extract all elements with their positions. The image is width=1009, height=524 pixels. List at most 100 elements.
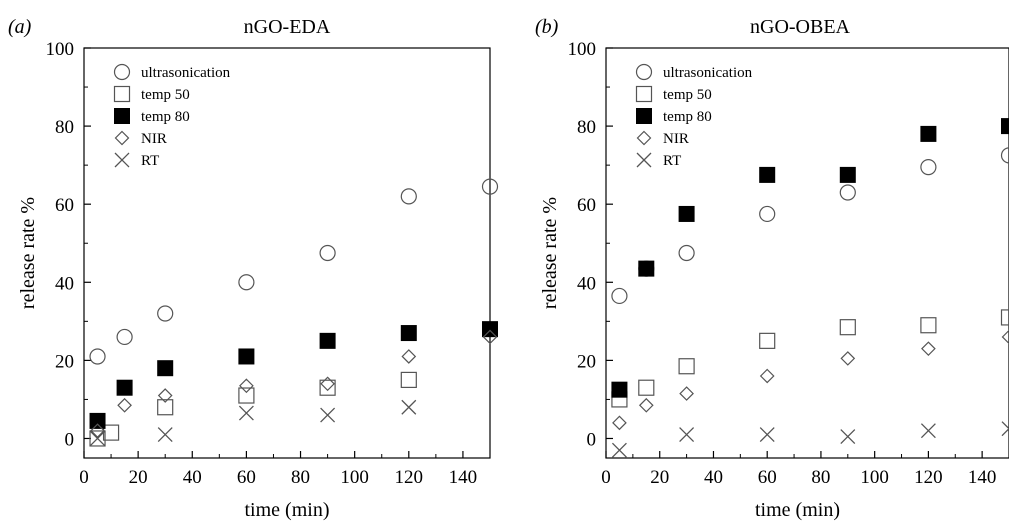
x-tick-label: 60	[758, 467, 777, 488]
point-temp-80	[116, 379, 133, 396]
legend-marker-temp-80	[114, 108, 130, 124]
point-RT	[320, 407, 336, 423]
point-temp-80	[400, 325, 417, 342]
legend-label: RT	[141, 153, 159, 169]
point-NIR	[759, 368, 775, 384]
point-NIR	[117, 397, 132, 413]
x-tick-label: 60	[237, 467, 256, 488]
point-ultrasonication	[920, 158, 937, 176]
point-temp-80	[839, 166, 856, 183]
point-NIR	[612, 415, 627, 431]
point-NIR	[638, 397, 654, 413]
y-tick-label: 60	[55, 195, 74, 216]
point-temp-80	[678, 205, 695, 222]
point-ultrasonication	[611, 287, 628, 305]
point-temp-50	[638, 379, 655, 396]
x-tick-label: 100	[340, 467, 369, 488]
x-tick-label: 140	[449, 467, 478, 488]
y-tick-label: 0	[587, 429, 597, 450]
y-tick-label: 0	[65, 429, 75, 450]
point-temp-50	[400, 371, 417, 389]
point-ultrasonication	[678, 244, 695, 262]
point-ultrasonication	[1000, 147, 1009, 164]
point-ultrasonication	[400, 188, 417, 205]
x-tick-label: 0	[601, 467, 611, 488]
point-RT	[401, 399, 417, 415]
point-RT	[238, 405, 254, 421]
legend-label: temp 80	[141, 109, 190, 125]
x-tick-label: 120	[914, 467, 943, 488]
point-ultrasonication	[481, 178, 499, 195]
point-temp-80	[319, 332, 336, 349]
y-tick-label: 100	[46, 39, 75, 60]
point-RT	[611, 442, 627, 458]
legend-label: ultrasonication	[663, 65, 753, 81]
x-tick-label: 140	[968, 467, 997, 488]
x-axis-label: time (min)	[755, 499, 840, 521]
point-RT	[90, 431, 105, 446]
point-temp-80	[611, 381, 628, 398]
x-axis-label: time (min)	[245, 499, 330, 521]
y-tick-label: 60	[577, 195, 596, 216]
chart-panel-a: (a) nGO-EDA 0 20 40 60 80 100 120 140 0 20 40 60 80 100…	[8, 16, 499, 521]
x-tick-label: 100	[860, 467, 889, 488]
legend-label: RT	[663, 153, 681, 169]
legend-marker-temp-50	[113, 85, 131, 103]
chart-panel-b: (b) nGO-OBEA 0 20 40 60 80 100 120 140 0 20 40 60 80 10…	[535, 16, 1009, 521]
x-tick-label: 40	[704, 467, 723, 488]
point-NIR	[921, 341, 936, 357]
point-RT	[1001, 421, 1009, 437]
plot-frame	[83, 47, 491, 459]
legend-marker-NIR	[636, 130, 652, 146]
y-tick-label: 80	[577, 117, 596, 138]
legend: ultrasonication temp 50 temp 80 NIR RT	[635, 63, 753, 169]
legend-marker-NIR	[114, 130, 130, 146]
x-tick-label: 20	[129, 467, 148, 488]
y-axis-label: release rate %	[17, 197, 39, 309]
legend-label: ultrasonication	[141, 65, 231, 81]
point-RT	[157, 427, 173, 443]
point-temp-80	[920, 125, 937, 142]
legend-label: temp 50	[141, 87, 190, 103]
legend: ultrasonication temp 50 temp 80 NIR RT	[113, 63, 231, 169]
legend-marker-ultrasonication	[113, 63, 131, 81]
x-tick-label: 0	[79, 467, 89, 488]
point-temp-50	[759, 332, 776, 349]
x-tick-label: 80	[811, 467, 830, 488]
point-NIR	[320, 376, 335, 392]
point-NIR	[401, 349, 417, 364]
point-ultrasonication	[759, 205, 776, 223]
y-tick-label: 20	[577, 351, 596, 372]
data-points	[89, 178, 499, 447]
x-tick-label: 40	[183, 467, 202, 488]
legend-marker-ultrasonication	[635, 63, 653, 81]
point-ultrasonication	[157, 305, 174, 322]
point-temp-50	[157, 399, 174, 416]
data-points	[611, 118, 1009, 458]
point-ultrasonication	[238, 274, 255, 291]
point-temp-50	[238, 387, 255, 404]
point-ultrasonication	[89, 348, 106, 365]
y-axis-label: release rate %	[539, 197, 561, 309]
point-temp-50	[920, 317, 937, 334]
legend-marker-RT	[114, 152, 130, 168]
point-temp-50	[319, 379, 336, 396]
legend-label: NIR	[141, 131, 167, 147]
y-tick-label: 40	[577, 273, 596, 294]
panel-tag: (b)	[535, 16, 559, 38]
point-temp-50	[1000, 309, 1009, 326]
chart-title: nGO-EDA	[244, 16, 331, 38]
point-ultrasonication	[839, 184, 856, 201]
point-NIR	[840, 351, 856, 366]
x-tick-label: 20	[650, 467, 669, 488]
point-temp-80	[638, 260, 655, 277]
point-NIR	[1001, 329, 1009, 345]
point-RT	[759, 427, 775, 443]
legend-marker-temp-50	[635, 85, 653, 103]
legend-marker-RT	[636, 152, 652, 168]
point-temp-80	[1001, 118, 1009, 135]
point-temp-80	[759, 166, 776, 183]
y-tick-label: 20	[55, 351, 74, 372]
point-ultrasonication	[319, 244, 336, 262]
point-NIR	[90, 423, 105, 439]
